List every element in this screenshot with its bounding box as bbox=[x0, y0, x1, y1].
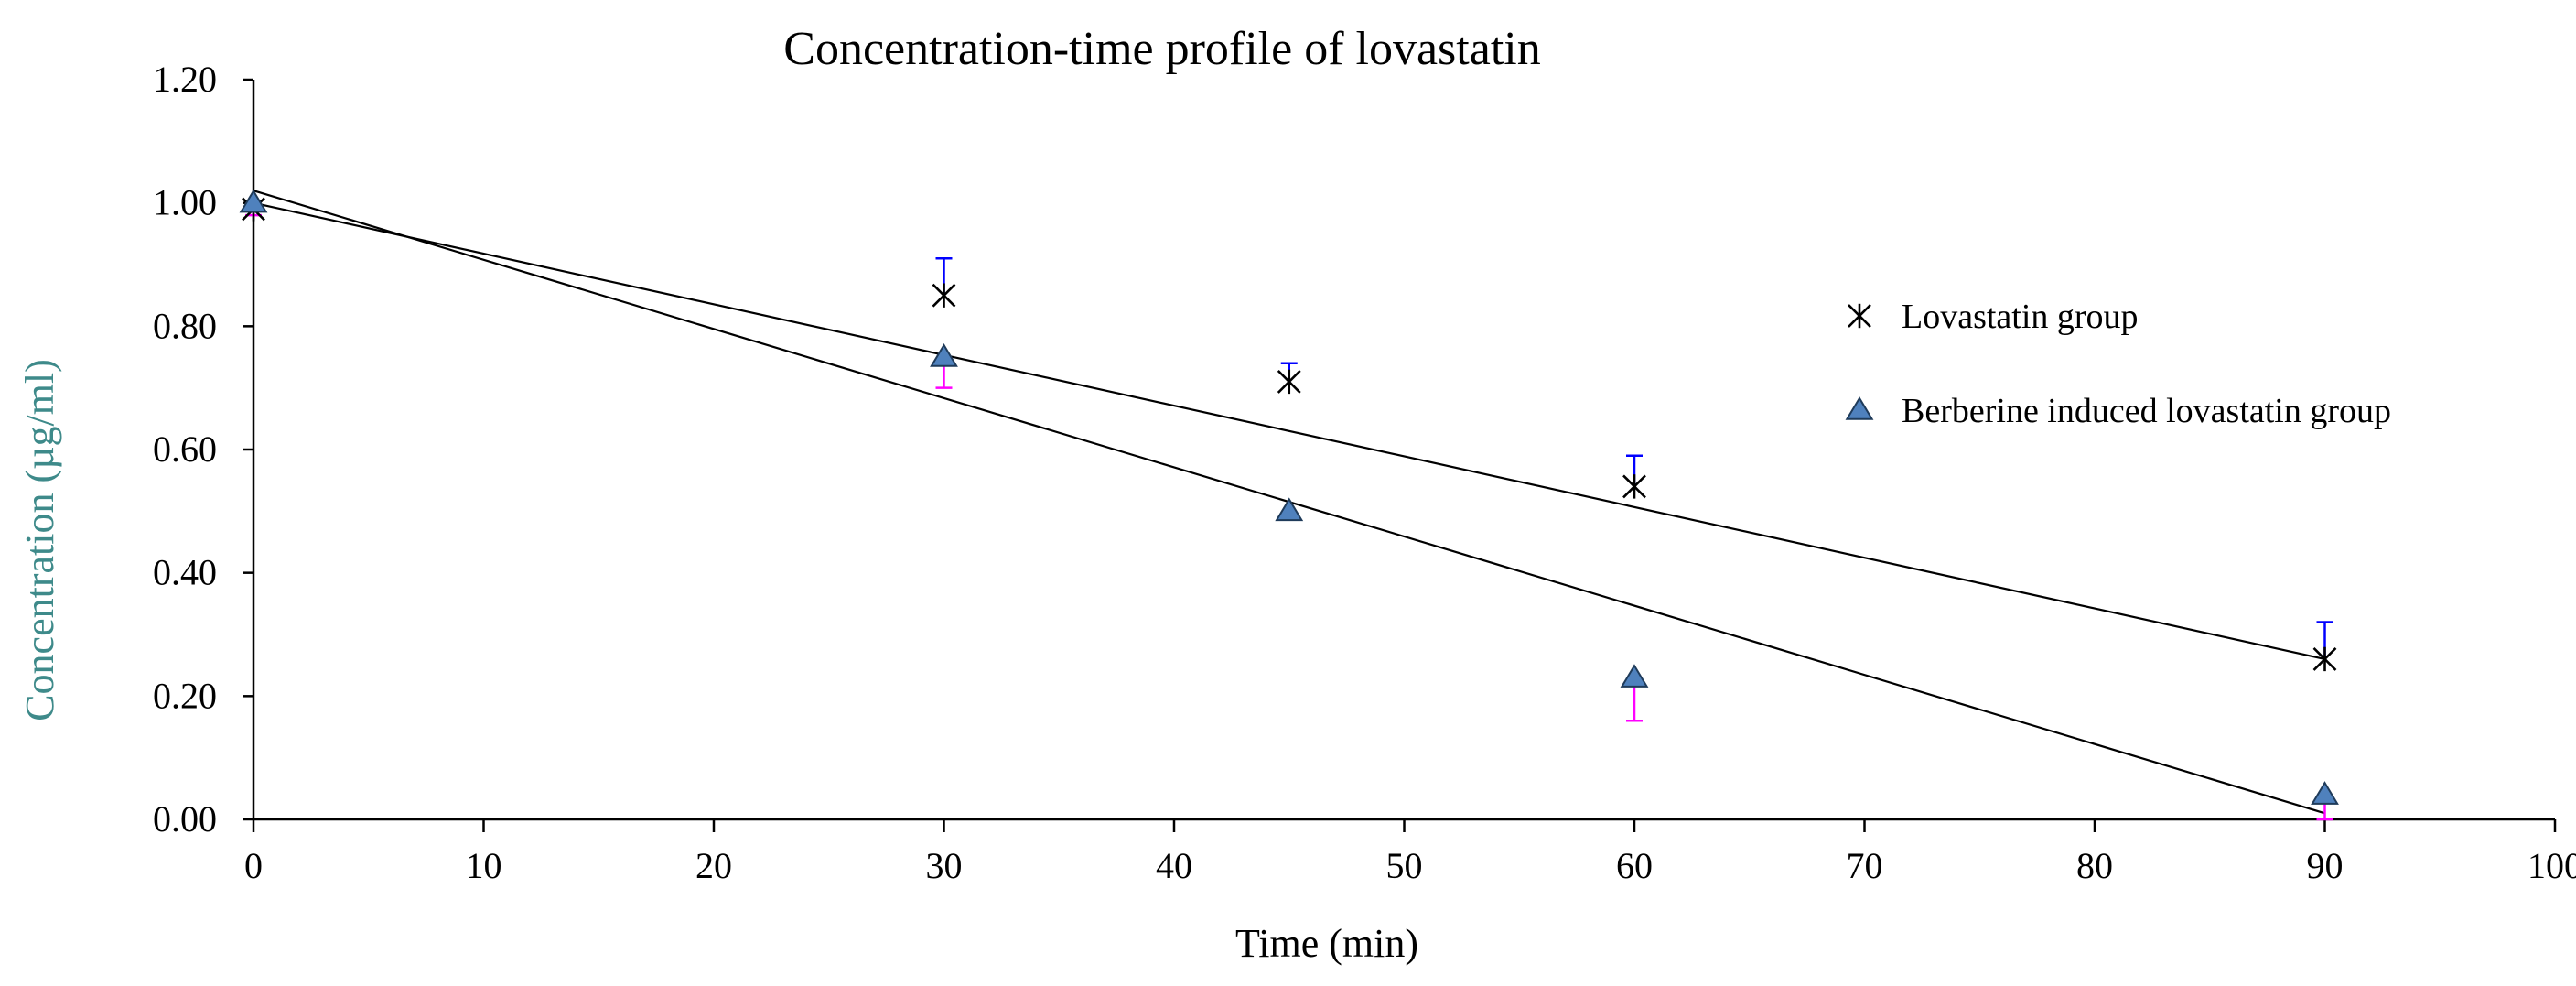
x-tick-label: 100 bbox=[2527, 845, 2576, 886]
y-axis-title: Concentration (µg/ml) bbox=[17, 359, 62, 721]
y-tick-labels: 0.00 0.20 0.40 0.60 0.80 1.00 1.20 bbox=[153, 59, 217, 840]
y-tick-label: 0.40 bbox=[153, 552, 217, 593]
x-tick-label: 50 bbox=[1386, 845, 1423, 886]
data-point-berberine bbox=[930, 343, 958, 367]
x-tick-label: 80 bbox=[2076, 845, 2113, 886]
legend-label-2: Berberine induced lovastatin group bbox=[1902, 392, 2391, 430]
data-point-lovastatin bbox=[932, 283, 956, 308]
legend: Lovastatin group Berberine induced lovast… bbox=[1845, 298, 2391, 430]
y-tick-label: 0.00 bbox=[153, 798, 217, 840]
y-tick-label: 1.00 bbox=[153, 182, 217, 223]
data-point-berberine bbox=[1275, 497, 1304, 522]
y-axis-title-group: Concentration (µg/ml) bbox=[17, 359, 62, 721]
x-tick-label: 10 bbox=[466, 845, 502, 886]
y-tick-label: 0.20 bbox=[153, 675, 217, 716]
data-point-berberine bbox=[239, 189, 268, 213]
x-tick-label: 60 bbox=[1616, 845, 1653, 886]
data-point-berberine bbox=[1620, 664, 1649, 688]
x-tick-label: 90 bbox=[2307, 845, 2344, 886]
chart-title: Concentration-time profile of lovastatin bbox=[783, 23, 1540, 75]
x-axis-title: Time (min) bbox=[1235, 921, 1418, 966]
x-tick-label: 70 bbox=[1847, 845, 1883, 886]
legend-label-1: Lovastatin group bbox=[1902, 298, 2139, 336]
data-point-lovastatin bbox=[1622, 474, 1646, 499]
data-point-lovastatin bbox=[1277, 369, 1301, 395]
y-tick-label: 0.60 bbox=[153, 428, 217, 470]
x-tick-label: 30 bbox=[926, 845, 963, 886]
x-tick-label: 40 bbox=[1156, 845, 1192, 886]
axes bbox=[243, 78, 2557, 832]
legend-marker-lovastatin bbox=[1848, 303, 1871, 329]
data-point-berberine bbox=[2311, 781, 2339, 805]
data-markers bbox=[239, 189, 2339, 805]
x-tick-label: 0 bbox=[244, 845, 263, 886]
trendline-series-1 bbox=[253, 201, 2325, 661]
x-tick-label: 20 bbox=[695, 845, 732, 886]
y-tick-label: 1.20 bbox=[153, 59, 217, 100]
y-tick-label: 0.80 bbox=[153, 305, 217, 346]
x-tick-labels: 0 10 20 30 40 50 60 70 80 90 100 bbox=[244, 845, 2576, 886]
legend-marker-berberine bbox=[1845, 396, 1874, 420]
data-point-lovastatin bbox=[2312, 646, 2337, 672]
